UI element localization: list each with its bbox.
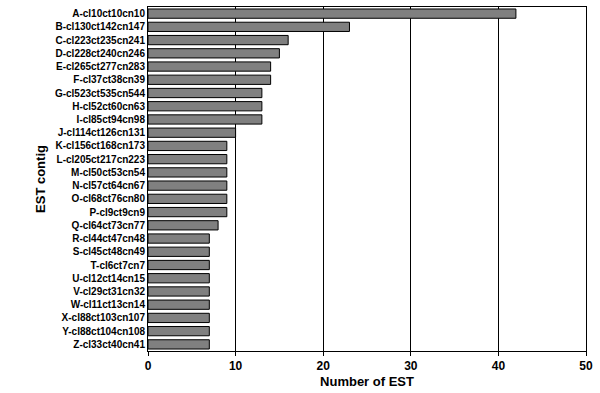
svg-text:10: 10 xyxy=(229,359,243,373)
svg-text:O-cl68ct76cn80: O-cl68ct76cn80 xyxy=(72,193,146,204)
svg-text:Q-cl64ct73cn77: Q-cl64ct73cn77 xyxy=(72,220,146,231)
svg-text:40: 40 xyxy=(492,359,506,373)
svg-text:Z-cl33ct40cn41: Z-cl33ct40cn41 xyxy=(73,339,145,350)
svg-text:W-cl11ct13cn14: W-cl11ct13cn14 xyxy=(71,299,146,310)
svg-text:P-cl9ct9cn9: P-cl9ct9cn9 xyxy=(89,207,145,218)
svg-text:K-cl156ct168cn173: K-cl156ct168cn173 xyxy=(55,140,145,151)
svg-text:M-cl50ct53cn54: M-cl50ct53cn54 xyxy=(71,167,145,178)
svg-text:R-cl44ct47cn48: R-cl44ct47cn48 xyxy=(72,233,145,244)
svg-text:G-cl523ct535cn544: G-cl523ct535cn544 xyxy=(55,88,146,99)
svg-text:A-cl10ct10cn10: A-cl10ct10cn10 xyxy=(72,8,145,19)
svg-text:X-cl88ct103cn107: X-cl88ct103cn107 xyxy=(62,312,146,323)
svg-text:50: 50 xyxy=(579,359,593,373)
svg-text:20: 20 xyxy=(317,359,331,373)
svg-text:U-cl12ct14cn15: U-cl12ct14cn15 xyxy=(72,273,145,284)
svg-text:Number of EST: Number of EST xyxy=(320,374,414,389)
svg-text:T-cl6ct7cn7: T-cl6ct7cn7 xyxy=(91,260,146,271)
svg-text:30: 30 xyxy=(404,359,418,373)
svg-text:D-cl228ct240cn246: D-cl228ct240cn246 xyxy=(55,48,145,59)
svg-text:L-cl205ct217cn223: L-cl205ct217cn223 xyxy=(57,154,146,165)
svg-text:S-cl45ct48cn49: S-cl45ct48cn49 xyxy=(73,246,146,257)
svg-text:N-cl57ct64cn67: N-cl57ct64cn67 xyxy=(72,180,145,191)
svg-text:0: 0 xyxy=(145,359,152,373)
svg-text:EST contig: EST contig xyxy=(33,145,48,213)
svg-text:C-cl223ct235cn241: C-cl223ct235cn241 xyxy=(55,35,145,46)
svg-text:Y-cl88ct104cn108: Y-cl88ct104cn108 xyxy=(62,326,145,337)
svg-text:I-cl85ct94cn98: I-cl85ct94cn98 xyxy=(77,114,146,125)
svg-text:E-cl265ct277cn283: E-cl265ct277cn283 xyxy=(56,61,145,72)
svg-text:H-cl52ct60cn63: H-cl52ct60cn63 xyxy=(72,101,145,112)
svg-text:J-cl114ct126cn131: J-cl114ct126cn131 xyxy=(58,127,146,138)
svg-text:V-cl29ct31cn32: V-cl29ct31cn32 xyxy=(73,286,145,297)
svg-text:B-cl130ct142cn147: B-cl130ct142cn147 xyxy=(55,21,145,32)
svg-text:F-cl37ct38cn39: F-cl37ct38cn39 xyxy=(73,74,145,85)
